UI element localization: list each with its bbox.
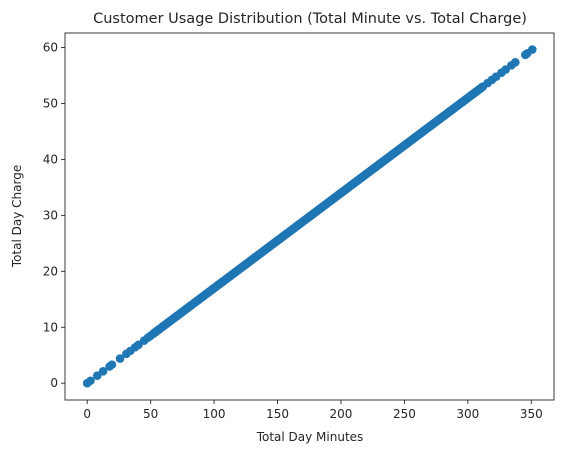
- x-tick-label: 200: [330, 407, 353, 421]
- scatter-point: [108, 360, 117, 369]
- y-axis: 0 10 20 30 40 50 60: [43, 41, 65, 391]
- x-tick-label: 150: [266, 407, 289, 421]
- x-tick-label: 300: [456, 407, 479, 421]
- x-tick-label: 50: [143, 407, 158, 421]
- y-tick-label: 30: [43, 208, 58, 222]
- x-axis: 0 50 100 150 200 250 300 350: [83, 400, 542, 421]
- y-tick-label: 60: [43, 41, 58, 55]
- chart-title: Customer Usage Distribution (Total Minut…: [93, 11, 527, 27]
- y-tick-label: 50: [43, 96, 58, 110]
- data-points: [83, 45, 537, 387]
- x-axis-label: Total Day Minutes: [256, 430, 364, 444]
- x-tick-label: 100: [203, 407, 226, 421]
- scatter-point: [511, 58, 520, 67]
- scatter-point: [479, 82, 488, 91]
- x-tick-label: 250: [393, 407, 416, 421]
- y-tick-label: 0: [50, 376, 58, 390]
- y-tick-label: 10: [43, 320, 58, 334]
- x-tick-label: 350: [520, 407, 543, 421]
- y-axis-label: Total Day Charge: [10, 165, 24, 268]
- y-tick-label: 40: [43, 152, 58, 166]
- scatter-point: [528, 45, 537, 54]
- x-tick-label: 0: [83, 407, 91, 421]
- y-tick-label: 20: [43, 264, 58, 278]
